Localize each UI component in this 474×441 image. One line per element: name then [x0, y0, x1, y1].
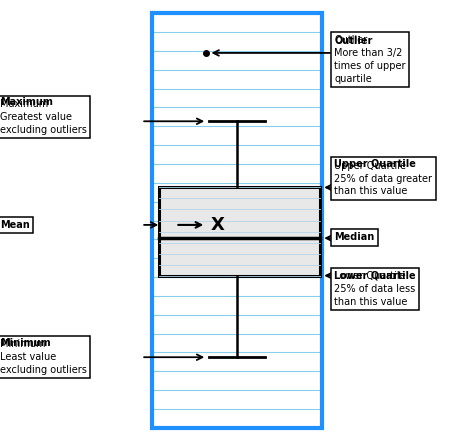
Text: Minimum: Minimum	[0, 337, 51, 348]
Text: X: X	[211, 216, 225, 234]
Text: Upper Quartile: Upper Quartile	[334, 159, 416, 169]
Text: Upper Quartile
25% of data greater
than this value: Upper Quartile 25% of data greater than …	[334, 161, 432, 196]
Bar	[159, 187, 320, 276]
Text: Maximum: Maximum	[0, 97, 53, 107]
Text: Outlier: Outlier	[334, 36, 373, 46]
Text: Minimum
Least value
excluding outliers: Minimum Least value excluding outliers	[0, 340, 87, 375]
Text: Mean: Mean	[0, 220, 30, 230]
Text: Maximum
Greatest value
excluding outliers: Maximum Greatest value excluding outlier…	[0, 99, 87, 135]
Bar	[152, 13, 322, 428]
Text: Median: Median	[334, 232, 374, 242]
Text: Lower Quartile
25% of data less
than this value: Lower Quartile 25% of data less than thi…	[334, 271, 415, 306]
Text: Outlier
More than 3/2
times of upper
quartile: Outlier More than 3/2 times of upper qua…	[334, 35, 406, 84]
Text: Lower Quartile: Lower Quartile	[334, 270, 416, 280]
